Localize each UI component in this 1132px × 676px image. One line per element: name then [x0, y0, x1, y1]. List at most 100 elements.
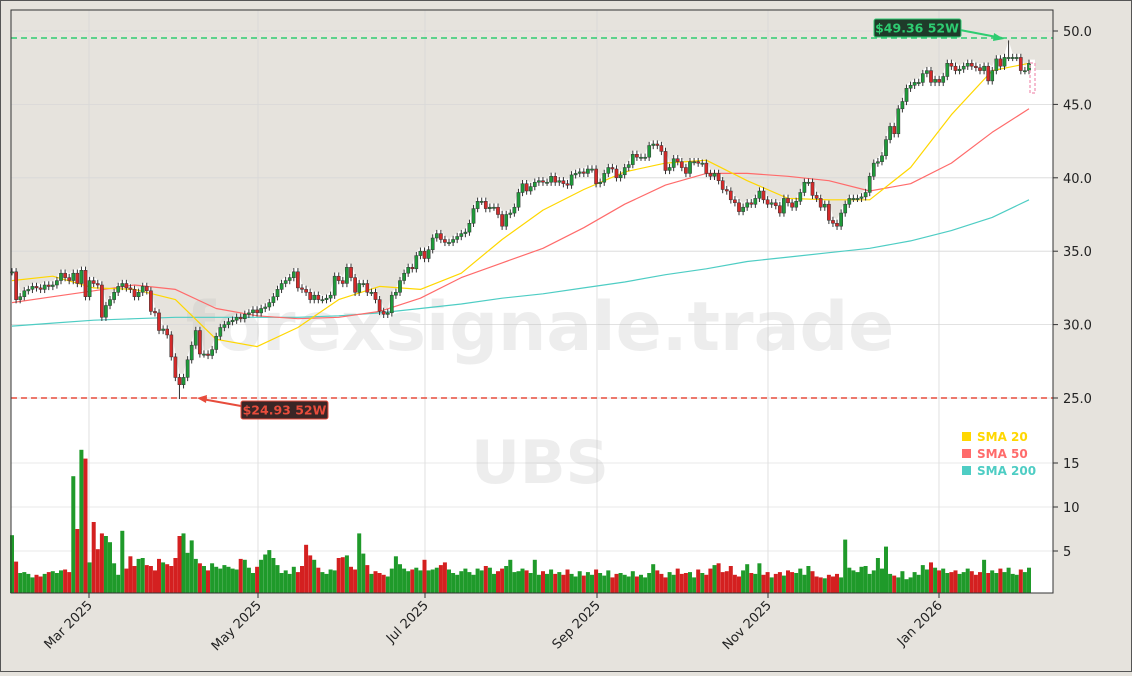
volume-bar — [790, 572, 795, 593]
candle-body — [741, 206, 745, 212]
volume-bar — [978, 572, 982, 593]
candle-body — [908, 85, 913, 89]
candle — [704, 159, 709, 178]
candle-body — [933, 79, 937, 83]
volume-bar — [679, 573, 684, 593]
candle-body — [961, 65, 966, 70]
volume-bar — [50, 571, 55, 593]
candle-body — [385, 312, 390, 315]
candle — [990, 66, 995, 85]
high-52w-annotation: $49.36 52W — [873, 18, 1004, 41]
volume-bar — [945, 573, 950, 593]
volume-bar — [986, 573, 991, 593]
candle — [688, 157, 692, 178]
candle — [871, 159, 876, 181]
candle — [892, 122, 897, 138]
volume-bar — [234, 569, 239, 593]
volume-bar — [1002, 572, 1007, 593]
candle-body — [279, 283, 284, 290]
candle-body — [193, 330, 198, 346]
volume-bar — [696, 569, 701, 593]
volume-bar — [724, 571, 729, 593]
candle — [455, 232, 460, 244]
candle-body — [508, 212, 513, 215]
volume-bar — [295, 572, 300, 593]
volume-bar — [990, 570, 995, 593]
candle — [773, 199, 778, 210]
volume-bar — [655, 570, 660, 593]
candle — [463, 228, 468, 238]
volume-bar — [504, 566, 509, 593]
candle-body — [267, 302, 272, 308]
volume-bar — [532, 559, 537, 593]
price-tick-label: 50.0 — [1063, 25, 1092, 40]
candle — [557, 177, 562, 186]
candle-body — [765, 199, 770, 205]
candle-body — [724, 189, 729, 192]
volume-bar — [937, 570, 942, 593]
volume-bar — [210, 563, 215, 593]
volume-bar — [406, 571, 411, 593]
candle — [741, 203, 745, 216]
candle-body — [708, 173, 713, 177]
candle — [447, 238, 451, 247]
candle-body — [34, 286, 39, 289]
candle — [590, 165, 594, 173]
candle — [884, 135, 888, 160]
volume-bar — [634, 576, 639, 593]
candle — [206, 350, 210, 360]
candle-body — [839, 212, 843, 227]
candle-body — [671, 158, 676, 168]
candle — [974, 62, 978, 72]
volume-bar — [34, 574, 39, 593]
candle-body — [528, 186, 533, 192]
candle — [328, 291, 333, 302]
volume-bar — [75, 529, 80, 593]
volume-bar — [708, 568, 713, 593]
candle-body — [581, 171, 586, 174]
volume-bar — [818, 577, 823, 593]
candle-body — [169, 334, 174, 358]
candle — [402, 269, 406, 285]
volume-bar — [324, 573, 329, 593]
volume-bar — [63, 569, 68, 593]
candle — [855, 194, 860, 203]
candle-body — [937, 79, 941, 83]
candle-body — [291, 271, 296, 278]
volume-bar — [238, 558, 243, 593]
candle — [120, 279, 125, 291]
candle — [434, 229, 439, 242]
candle-body — [618, 174, 623, 179]
volume-bar — [10, 535, 14, 593]
volume-bar — [218, 568, 223, 593]
candle — [851, 194, 856, 203]
volume-bar — [308, 555, 313, 593]
candle-body — [667, 167, 672, 171]
volume-bar — [794, 573, 799, 593]
volume-bar — [598, 573, 603, 593]
volume-bar — [835, 573, 839, 593]
candle — [275, 285, 280, 301]
candle-body — [185, 359, 190, 378]
candle — [91, 276, 96, 288]
candle — [259, 304, 263, 317]
volume-bar — [79, 449, 84, 593]
candle — [353, 273, 357, 296]
volume-bar — [59, 570, 63, 593]
volume-bar — [173, 558, 178, 593]
legend-label-sma20: SMA 20 — [977, 430, 1028, 444]
candle-body — [210, 349, 214, 356]
volume-bar — [30, 577, 35, 593]
candle — [888, 122, 892, 144]
candle — [769, 199, 774, 208]
volume-bar — [251, 573, 255, 593]
candle-body — [728, 190, 733, 201]
candle — [202, 350, 206, 358]
low-52w-badge — [240, 400, 329, 420]
candle — [67, 273, 72, 285]
candle-body — [488, 206, 492, 209]
candle — [528, 182, 533, 195]
candle-body — [504, 214, 509, 227]
volume-bar — [826, 574, 831, 593]
volume-bar — [144, 565, 149, 593]
